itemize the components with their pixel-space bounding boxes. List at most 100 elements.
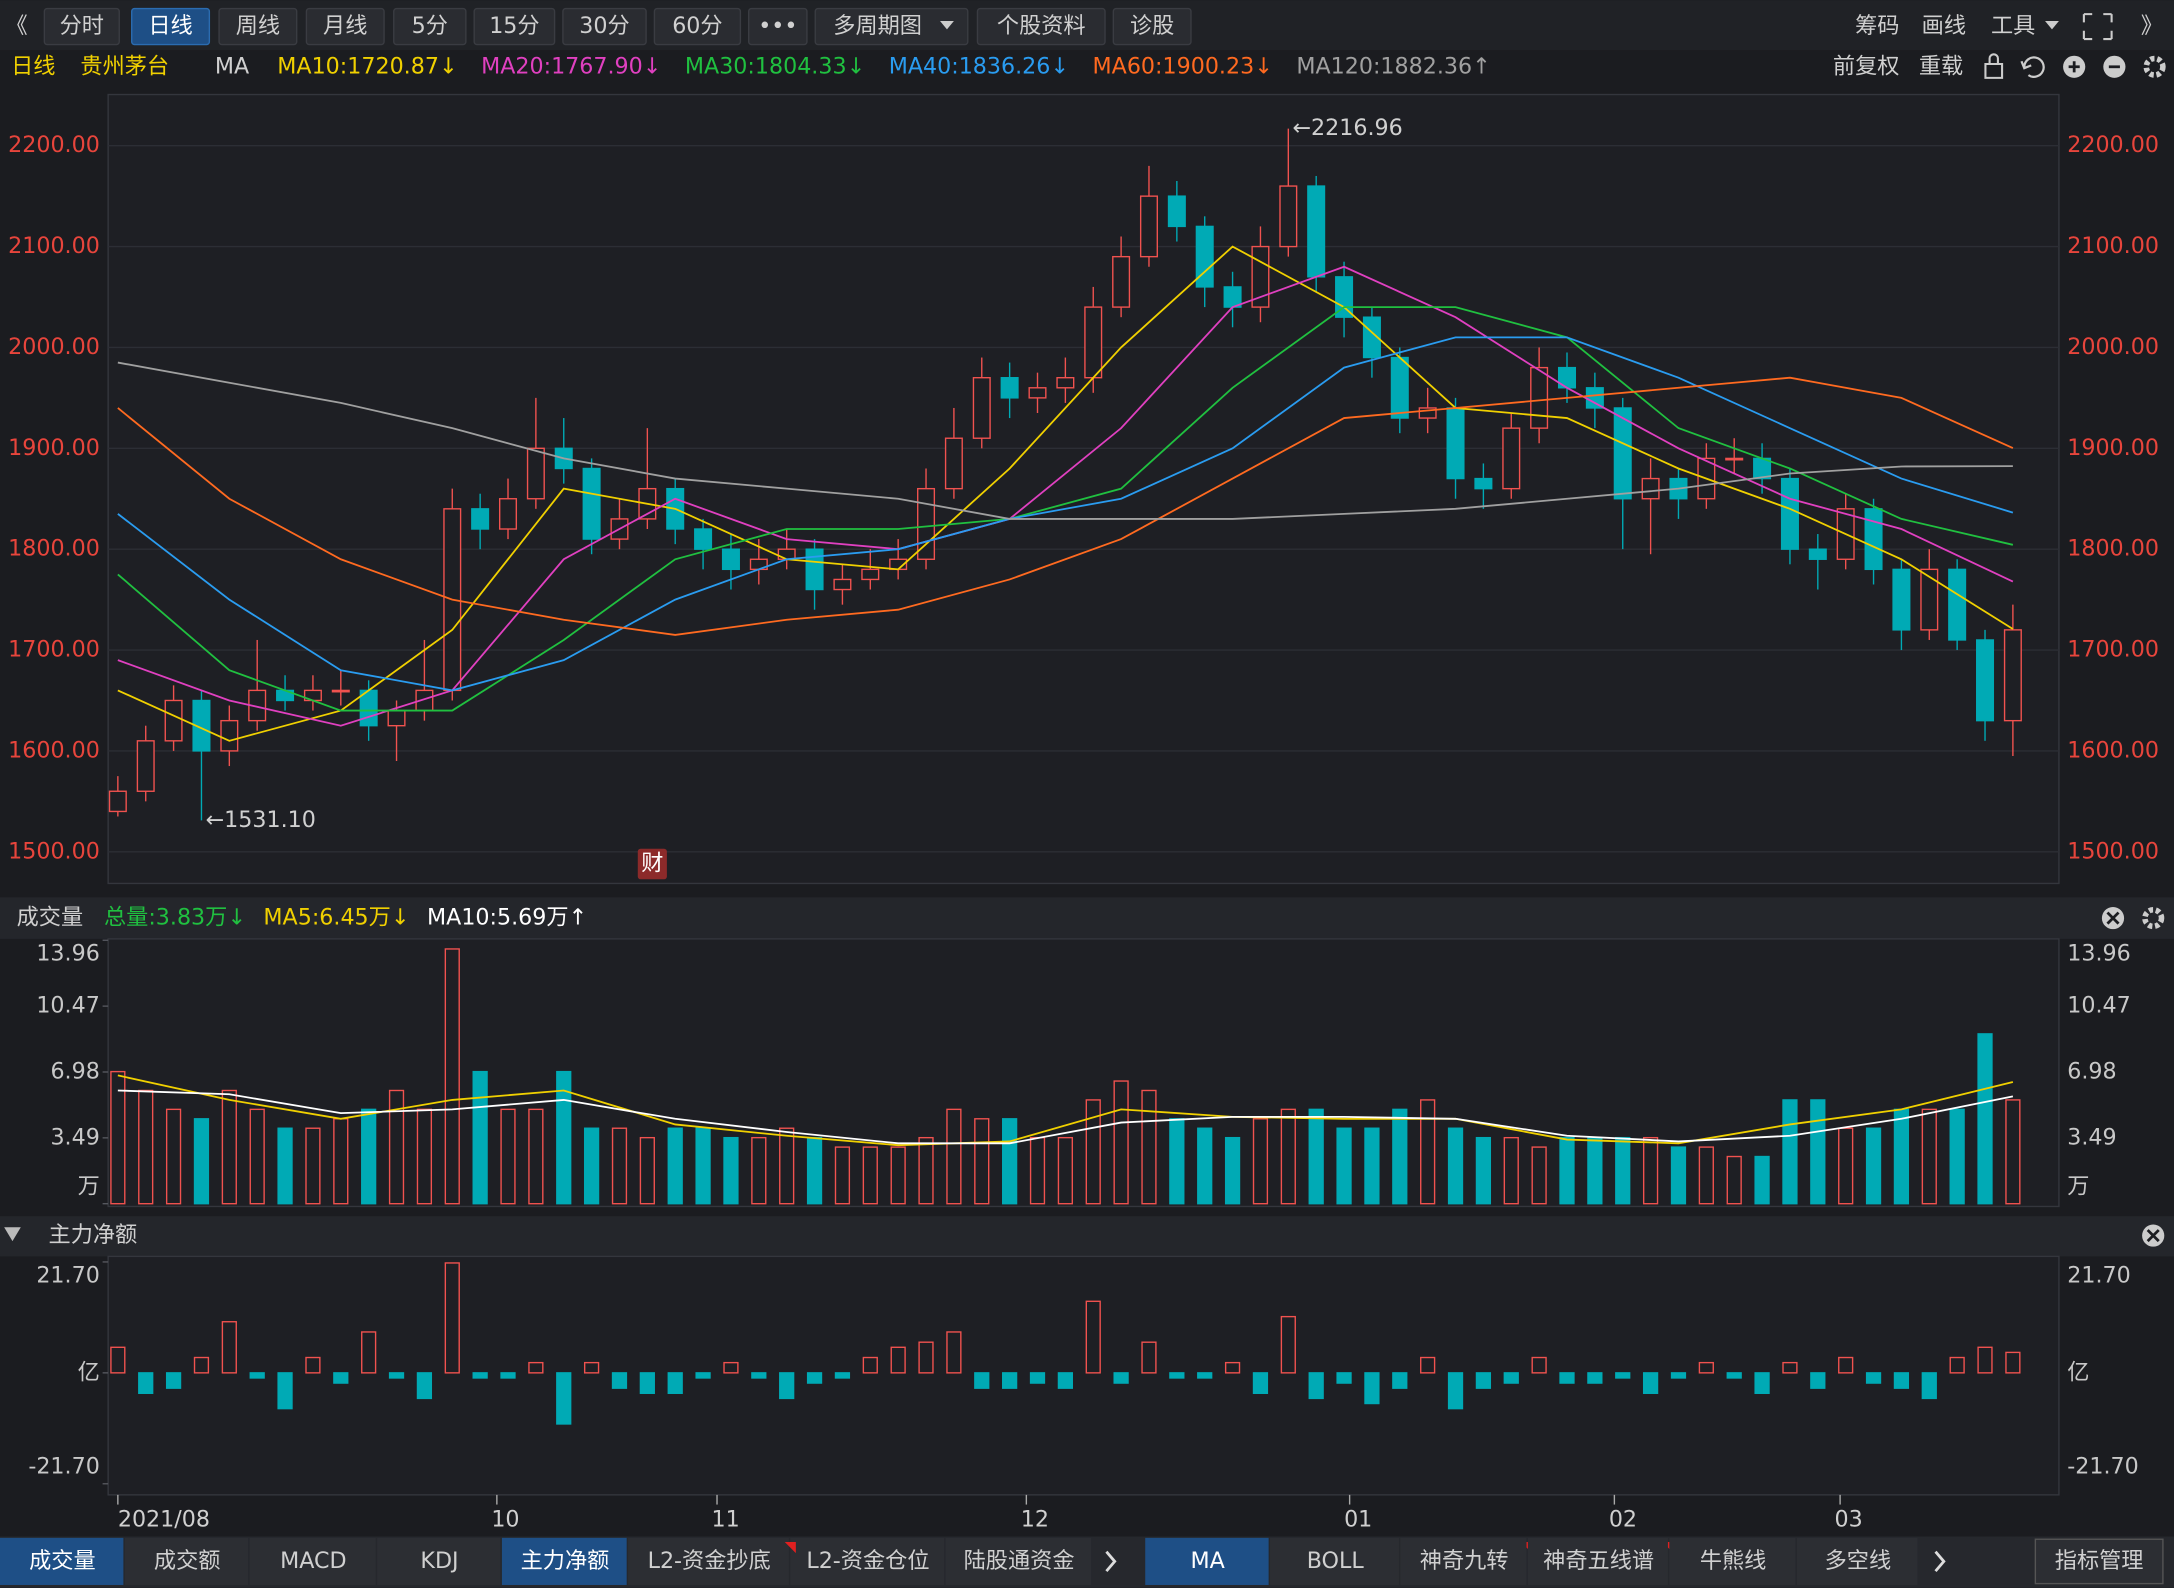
bar (500, 1108, 516, 1205)
lock-icon[interactable] (1984, 53, 2004, 79)
overlay-tab-label[interactable]: 牛熊线 (1700, 1548, 1767, 1574)
bar (500, 1372, 516, 1379)
bar (1587, 1136, 1603, 1205)
y-tick-label-right: 1700.00 (2067, 637, 2159, 663)
info-right-label[interactable]: 重载 (1919, 53, 1963, 79)
fullscreen-icon[interactable] (2082, 13, 2113, 41)
x-tick-label: 01 (1344, 1506, 1372, 1532)
candle-body (1112, 255, 1131, 308)
badge[interactable]: 财 (641, 851, 663, 877)
indicator-tab-label[interactable]: KDJ (420, 1548, 458, 1574)
candle-body (192, 699, 211, 752)
overlay-tab-label[interactable]: 神奇九转 (1420, 1548, 1509, 1574)
toolbar-button[interactable] (814, 7, 969, 46)
toolbar-label[interactable]: 分时 (60, 13, 104, 39)
toolbar-right-label[interactable]: 画线 (1922, 13, 1966, 39)
overlay-tab[interactable] (1796, 1537, 1918, 1585)
toolbar-label[interactable]: 日线 (148, 13, 192, 39)
indicator-tab[interactable] (249, 1537, 376, 1585)
toolbar-label[interactable]: 多周期图 (833, 13, 922, 39)
toolbar-button[interactable] (131, 7, 211, 46)
toolbar-label[interactable]: 15分 (489, 13, 539, 39)
overlay-tab[interactable] (1669, 1537, 1796, 1585)
overlay-tab[interactable] (1145, 1537, 1269, 1585)
indicator-tab[interactable] (945, 1537, 1092, 1585)
indicator-tab[interactable] (628, 1537, 789, 1585)
toolbar-button[interactable] (218, 7, 298, 46)
indicator-tab-label[interactable]: MACD (280, 1548, 346, 1574)
bar (416, 1372, 433, 1400)
indicator-tab[interactable] (0, 1537, 124, 1585)
volume-legend: MA10:5.69万↑ (427, 905, 587, 931)
indicator-tab[interactable] (377, 1537, 501, 1585)
overlay-tab-label[interactable]: BOLL (1307, 1548, 1365, 1574)
bar (193, 1118, 210, 1205)
bar (1057, 1136, 1073, 1205)
indicator-tab[interactable] (790, 1537, 945, 1585)
toolbar-button[interactable] (748, 7, 808, 46)
settings-icon[interactable] (2142, 906, 2165, 930)
collapse-icon[interactable] (4, 1227, 21, 1242)
indicator-tab-label[interactable]: 成交量 (29, 1548, 96, 1574)
toolbar-button[interactable] (393, 7, 467, 46)
bar (1113, 1372, 1129, 1384)
indicator-tab-label[interactable]: L2-资金抄底 (648, 1548, 771, 1574)
toolbar-button[interactable] (305, 7, 385, 46)
toolbar-label[interactable]: 60分 (672, 13, 722, 39)
toolbar-label[interactable]: ••• (758, 13, 797, 39)
candle-body (331, 689, 350, 693)
bar (1364, 1372, 1380, 1405)
toolbar-label[interactable]: 《 (6, 13, 28, 39)
y-tick-label-right: 亿 (2067, 1359, 2089, 1385)
bar (165, 1108, 182, 1205)
info-right-label[interactable]: 前复权 (1833, 53, 1900, 79)
toolbar-button[interactable] (562, 7, 647, 46)
toolbar-right-label[interactable]: 筹码 (1855, 13, 1899, 39)
scroll-arrow[interactable] (1934, 1550, 1946, 1573)
toolbar-label[interactable]: 月线 (323, 13, 367, 39)
toolbar-label[interactable]: 诊股 (1130, 13, 1174, 39)
y-tick-label: 10.47 (36, 993, 99, 1019)
toolbar-button[interactable] (1112, 7, 1192, 46)
bar (388, 1089, 405, 1205)
toolbar-button[interactable] (976, 7, 1106, 46)
toolbar-button[interactable] (653, 7, 742, 46)
indicator-tab[interactable] (501, 1537, 627, 1585)
toolbar-button[interactable] (473, 7, 556, 46)
toolbar-label[interactable]: 30分 (579, 13, 629, 39)
overlay-tab[interactable] (1400, 1537, 1527, 1585)
overlay-tab-label[interactable]: 神奇五线谱 (1543, 1548, 1654, 1574)
toolbar-button[interactable] (43, 7, 120, 46)
bar (1308, 1108, 1324, 1205)
indicator-tab-label[interactable]: 陆股通资金 (964, 1548, 1075, 1574)
bar (1893, 1372, 1910, 1389)
overlay-tab[interactable] (1270, 1537, 1399, 1585)
bar (1977, 1346, 1993, 1374)
bar (946, 1108, 962, 1205)
settings-icon[interactable] (2143, 55, 2166, 78)
scroll-arrow[interactable] (1105, 1550, 1117, 1573)
y-tick-label: 2100.00 (8, 233, 100, 259)
overlay-tab[interactable] (1527, 1537, 1668, 1585)
indicator-tab-label[interactable]: L2-资金仓位 (806, 1548, 929, 1574)
toolbar-label[interactable]: 个股资料 (997, 13, 1086, 39)
bar (249, 1372, 265, 1379)
indicator-tab[interactable] (124, 1537, 249, 1585)
indicator-tab-label[interactable]: 成交额 (154, 1548, 221, 1574)
manage-label[interactable]: 指标管理 (2055, 1548, 2144, 1574)
indicator-tab-label[interactable]: 主力净额 (521, 1548, 610, 1574)
candle-body (164, 699, 183, 742)
badge-bg[interactable] (637, 848, 667, 880)
candle-body (2003, 629, 2022, 722)
overlay-tab-label[interactable]: MA (1190, 1548, 1224, 1574)
overlay-tab-label[interactable]: 多空线 (1825, 1548, 1892, 1574)
toolbar-right-label[interactable]: 工具 (1991, 13, 2035, 39)
toolbar-right-label[interactable]: 》 (2141, 13, 2163, 39)
undo-icon[interactable] (2020, 56, 2045, 78)
y-tick-label: 1800.00 (8, 536, 100, 562)
manage-button[interactable] (2034, 1538, 2164, 1585)
bar (1141, 1089, 1157, 1205)
toolbar-label[interactable]: 5分 (412, 13, 448, 39)
bar (416, 1108, 433, 1205)
toolbar-label[interactable]: 周线 (236, 13, 280, 39)
